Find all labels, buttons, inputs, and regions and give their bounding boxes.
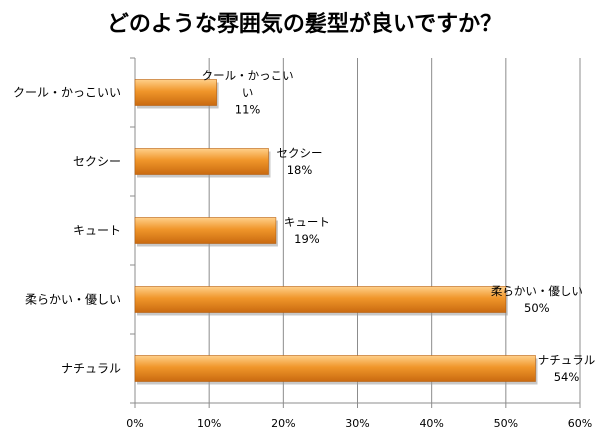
x-tick-label: 20% <box>271 417 295 430</box>
data-label: セクシー 18% <box>277 146 323 177</box>
category-label: 柔らかい・優しい <box>25 293 121 307</box>
bar <box>134 79 217 106</box>
data-label: ナチュラル 54% <box>538 353 596 384</box>
chart-title: どのような雰囲気の髪型が良いですか？ <box>107 11 502 37</box>
bar <box>134 217 277 244</box>
data-label: 柔らかい・優しい 50% <box>491 284 583 315</box>
x-tick-label: 60% <box>568 417 592 430</box>
x-tick-label: 10% <box>197 417 221 430</box>
x-tick-label: 0% <box>126 417 143 430</box>
gridlines <box>208 58 581 403</box>
x-tick-label: 40% <box>419 417 443 430</box>
bars <box>134 79 538 385</box>
data-label: クール・かっこいい 11% <box>202 69 294 117</box>
data-label: キュート 19% <box>284 215 330 246</box>
bar <box>134 355 536 382</box>
category-label: セクシー <box>73 155 121 169</box>
labels: 0% 10% 20% 30% 40% 50% 60% クール・かっこいい クール・かっこいい 11… <box>13 69 595 431</box>
x-tick-label: 30% <box>345 417 369 430</box>
category-label: ナチュラル <box>61 362 121 376</box>
category-label: クール・かっこいい <box>13 86 121 100</box>
bar <box>134 286 507 313</box>
x-tick-label: 50% <box>494 417 518 430</box>
category-label: キュート <box>73 224 121 238</box>
bar <box>134 148 269 175</box>
